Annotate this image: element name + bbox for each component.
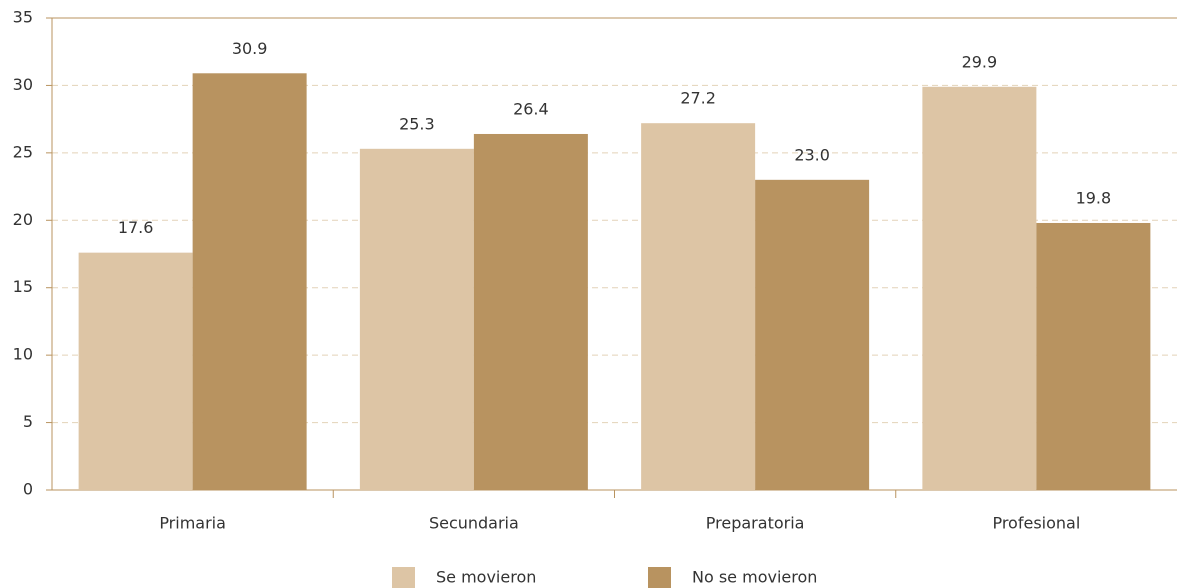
value-label: 17.6 <box>118 218 154 237</box>
y-tick-label: 25 <box>13 142 33 161</box>
bar <box>359 148 474 490</box>
y-tick-label: 10 <box>13 345 33 364</box>
value-label: 23.0 <box>794 145 830 164</box>
y-tick-label: 20 <box>13 210 33 229</box>
y-tick-label: 0 <box>23 480 33 499</box>
bar <box>755 179 870 491</box>
x-tick-label: Preparatoria <box>706 514 805 533</box>
legend-swatch <box>392 567 415 588</box>
legend-swatch <box>648 567 671 588</box>
x-tick-label: Primaria <box>159 514 226 533</box>
value-label: 25.3 <box>399 114 435 133</box>
x-tick-label: Profesional <box>992 514 1080 533</box>
bar <box>473 133 588 490</box>
legend-label: No se movieron <box>692 568 817 587</box>
y-tick-label: 15 <box>13 277 33 296</box>
value-label: 30.9 <box>232 39 268 58</box>
bar <box>922 86 1037 490</box>
x-tick-label: Secundaria <box>429 514 519 533</box>
bar <box>78 252 193 490</box>
y-tick-label: 5 <box>23 412 33 431</box>
y-tick-label: 30 <box>13 75 33 94</box>
bar <box>192 73 307 490</box>
value-label: 19.8 <box>1076 188 1112 207</box>
bar <box>641 123 756 490</box>
value-label: 27.2 <box>680 89 716 108</box>
value-label: 29.9 <box>962 52 998 71</box>
bar <box>1036 222 1151 491</box>
y-tick-label: 35 <box>13 8 33 27</box>
legend-label: Se movieron <box>436 568 536 587</box>
value-label: 26.4 <box>513 99 549 118</box>
